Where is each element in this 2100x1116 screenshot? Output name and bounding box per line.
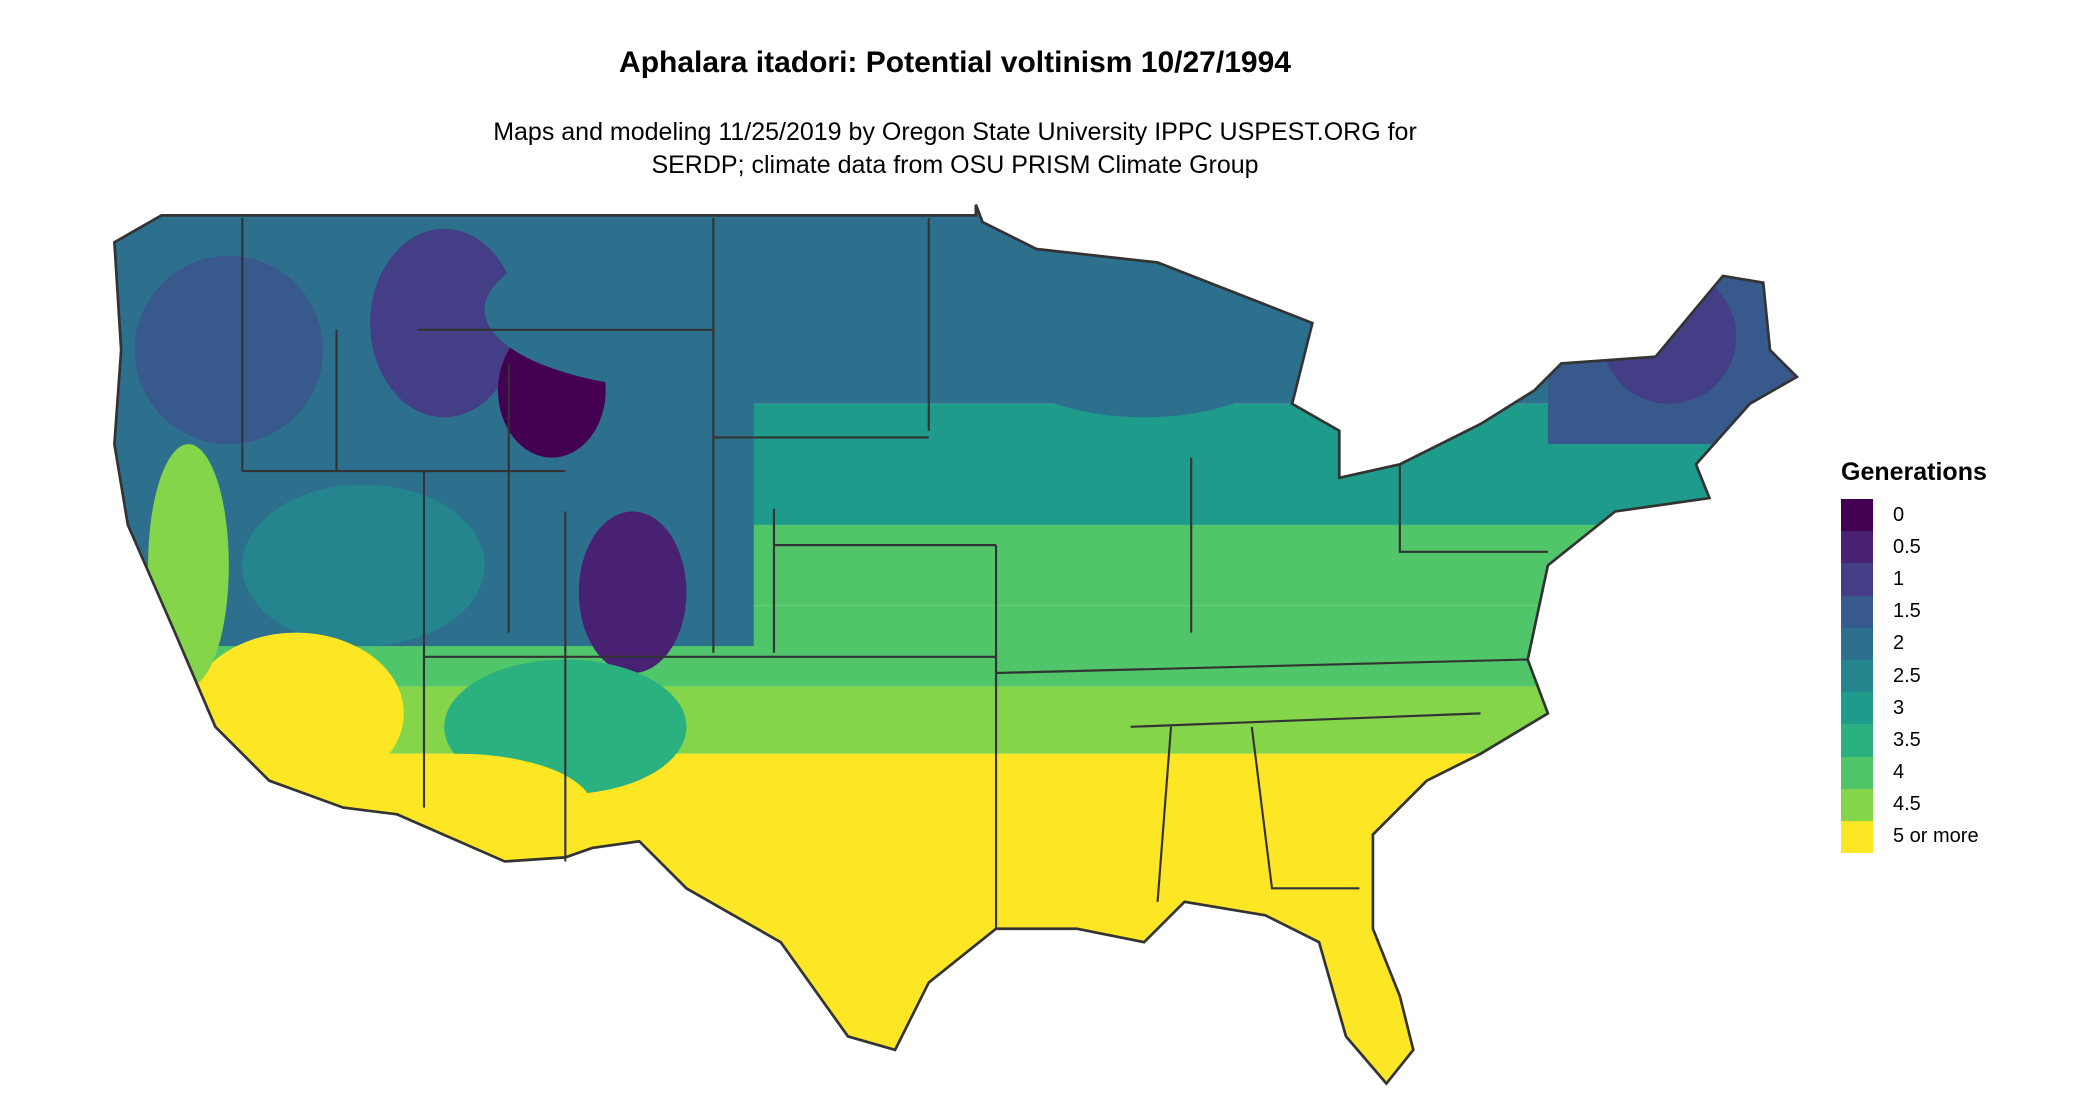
legend-label: 0 xyxy=(1893,503,1905,526)
state-borders xyxy=(241,218,1548,929)
map-subtitle-line-1: Maps and modeling 11/25/2019 by Oregon S… xyxy=(493,118,1417,146)
legend-swatch xyxy=(1841,499,1873,532)
legend-item: 0 xyxy=(1841,499,1987,532)
generation-band xyxy=(114,753,1797,1084)
legend-item: 3 xyxy=(1841,692,1987,725)
legend-label: 3.5 xyxy=(1893,728,1921,751)
legend-swatch xyxy=(1841,820,1873,854)
map-title: Aphalara itadori: Potential voltinism 10… xyxy=(619,46,1291,79)
legend-item: 4 xyxy=(1841,756,1987,789)
newengland-zone xyxy=(1601,269,1737,404)
legend-label: 1 xyxy=(1893,567,1905,590)
legend-label: 5 or more xyxy=(1893,825,1979,848)
map-raster xyxy=(114,204,1797,1084)
legend-label: 0.5 xyxy=(1893,535,1921,558)
mountain-zone xyxy=(370,228,519,418)
legend-item: 1 xyxy=(1841,563,1987,596)
legend-item: 0.5 xyxy=(1841,531,1987,564)
mountain-zone xyxy=(134,255,324,445)
legend-label: 3 xyxy=(1893,696,1905,719)
basin-zone xyxy=(242,484,485,647)
legend-swatch xyxy=(1841,627,1873,660)
legend-swatch xyxy=(1841,724,1873,757)
state-border xyxy=(1156,726,1173,902)
legend-item: 1.5 xyxy=(1841,595,1987,628)
desert-zone xyxy=(323,753,593,862)
legend-swatch xyxy=(1841,756,1873,789)
mountain-zone xyxy=(578,511,687,673)
legend-item: 2 xyxy=(1841,627,1987,660)
legend-swatch xyxy=(1841,563,1873,596)
legend-swatch xyxy=(1841,692,1873,725)
legend-title: Generations xyxy=(1841,458,1987,486)
valley-zone xyxy=(148,444,229,687)
state-border xyxy=(996,658,1528,675)
state-border xyxy=(1130,712,1481,728)
legend-label: 2.5 xyxy=(1893,664,1921,687)
legend: Generations 0 0.5 1 1.5 2 2.5 3 3.5 4 4.5 5 or mor… xyxy=(1841,458,1987,854)
legend-swatch xyxy=(1841,788,1873,821)
legend-item: 4.5 xyxy=(1841,788,1987,821)
legend-label: 4 xyxy=(1893,761,1905,784)
map-subtitle-line-2: SERDP; climate data from OSU PRISM Clima… xyxy=(651,151,1259,179)
legend-swatch xyxy=(1841,595,1873,628)
state-border xyxy=(1250,726,1360,890)
legend-swatch xyxy=(1841,531,1873,564)
legend-label: 1.5 xyxy=(1893,600,1921,623)
legend-item: 3.5 xyxy=(1841,724,1987,757)
legend-item: 5 or more xyxy=(1841,820,1987,854)
state-border xyxy=(1398,464,1548,553)
legend-item: 2.5 xyxy=(1841,659,1987,693)
legend-label: 4.5 xyxy=(1893,793,1921,816)
legend-label: 2 xyxy=(1893,632,1905,655)
legend-swatch xyxy=(1841,659,1873,693)
lakes-zone xyxy=(982,255,1306,418)
plains-zone xyxy=(484,228,916,391)
